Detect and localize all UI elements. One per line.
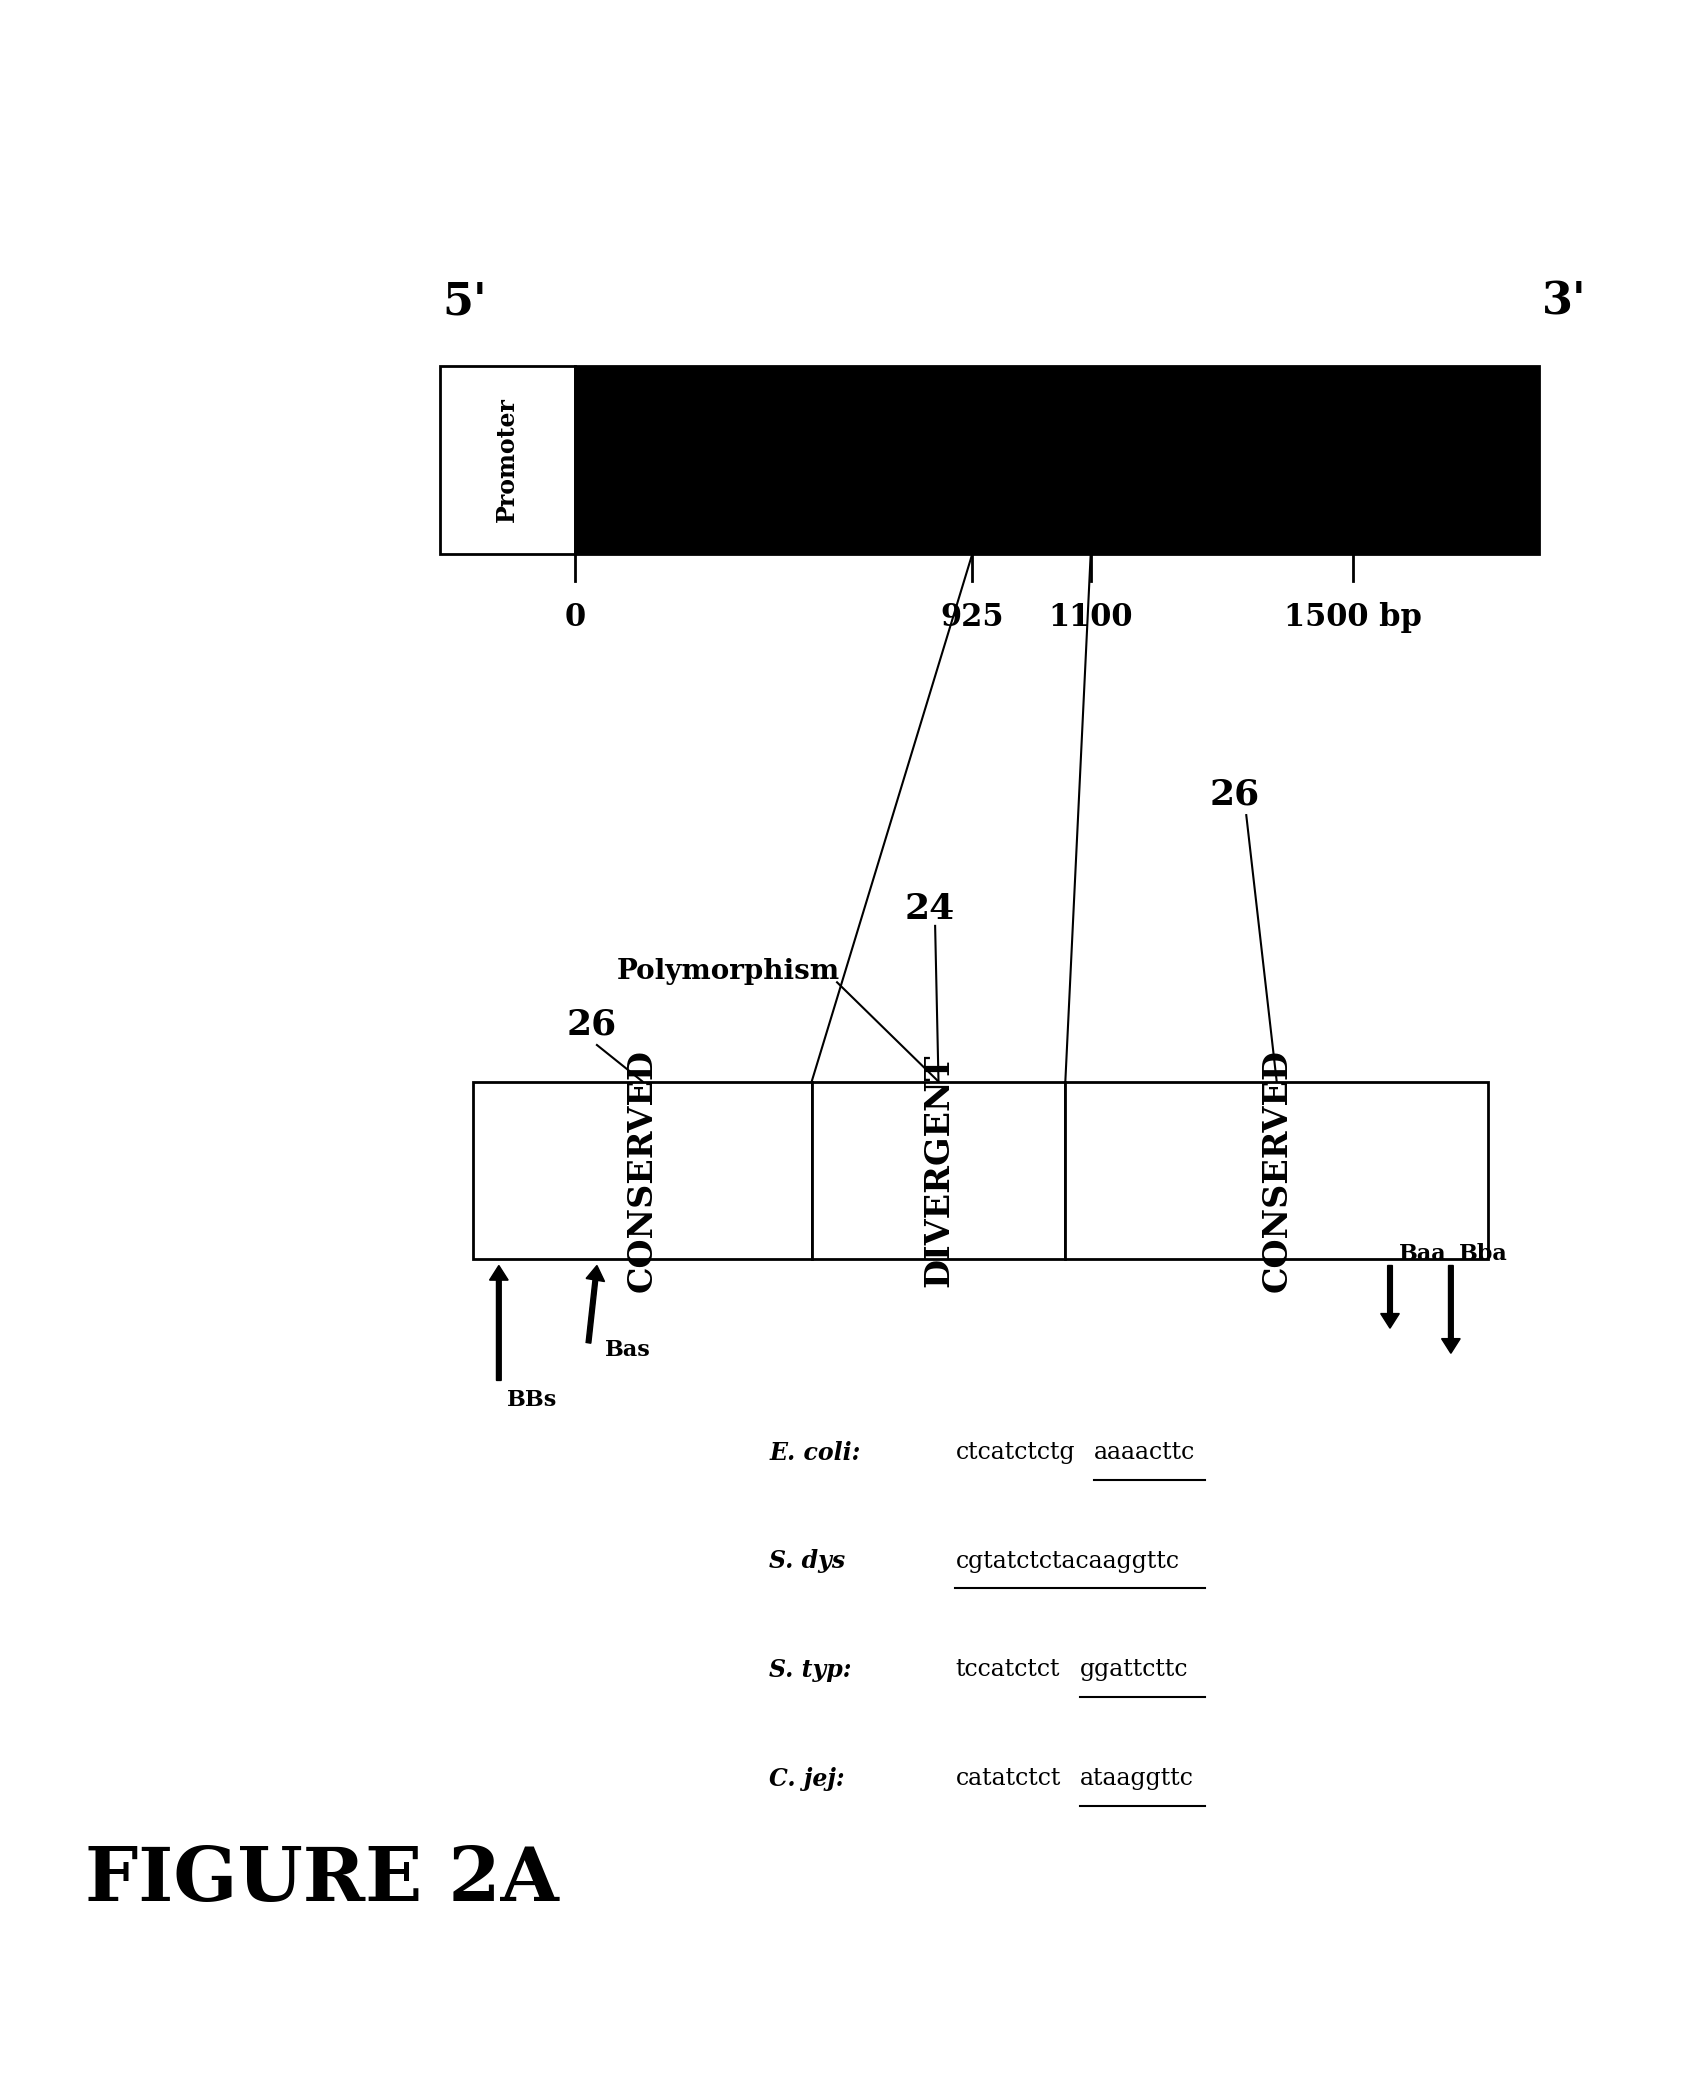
Text: BBs: BBs <box>507 1388 558 1411</box>
Bar <box>575 366 1539 554</box>
Text: Baa: Baa <box>1398 1244 1446 1264</box>
Text: 3': 3' <box>1542 280 1586 324</box>
Text: Bas: Bas <box>605 1338 651 1361</box>
Text: E. coli:: E. coli: <box>769 1440 861 1465</box>
Text: catatctct: catatctct <box>955 1766 1060 1791</box>
Text: CONSERVED: CONSERVED <box>1260 1049 1294 1292</box>
Text: cgtatctctacaaggttc: cgtatctctacaaggttc <box>955 1549 1179 1574</box>
Text: 26: 26 <box>1209 777 1260 811</box>
Bar <box>473 1081 812 1258</box>
FancyArrow shape <box>490 1264 507 1379</box>
Text: 24: 24 <box>905 892 955 926</box>
Bar <box>440 366 575 554</box>
Text: Polymorphism: Polymorphism <box>617 959 840 984</box>
FancyArrow shape <box>1442 1264 1461 1354</box>
FancyArrow shape <box>587 1264 605 1344</box>
Text: S. dys: S. dys <box>769 1549 846 1574</box>
Text: Bba: Bba <box>1459 1244 1508 1264</box>
Text: FIGURE 2A: FIGURE 2A <box>85 1845 558 1917</box>
Text: ataaggttc: ataaggttc <box>1081 1766 1194 1791</box>
Text: ggattcttc: ggattcttc <box>1081 1657 1189 1682</box>
Text: S. typ:: S. typ: <box>769 1657 852 1682</box>
Bar <box>1065 1081 1488 1258</box>
Text: 5': 5' <box>443 280 487 324</box>
Text: 925: 925 <box>940 602 1004 633</box>
Text: aaaacttc: aaaacttc <box>1094 1440 1196 1465</box>
FancyArrow shape <box>1380 1264 1398 1329</box>
Bar <box>812 1081 1065 1258</box>
Text: 0: 0 <box>565 602 585 633</box>
Text: tccatctct: tccatctct <box>955 1657 1060 1682</box>
Text: ctcatctctg: ctcatctctg <box>955 1440 1075 1465</box>
Text: DIVERGENT: DIVERGENT <box>922 1053 955 1287</box>
Text: 1500 bp: 1500 bp <box>1283 602 1422 633</box>
Text: Promoter: Promoter <box>495 397 519 522</box>
Text: C. jej:: C. jej: <box>769 1766 846 1791</box>
Text: CONSERVED: CONSERVED <box>626 1049 659 1292</box>
Text: 26: 26 <box>566 1007 617 1041</box>
Text: 1100: 1100 <box>1048 602 1133 633</box>
